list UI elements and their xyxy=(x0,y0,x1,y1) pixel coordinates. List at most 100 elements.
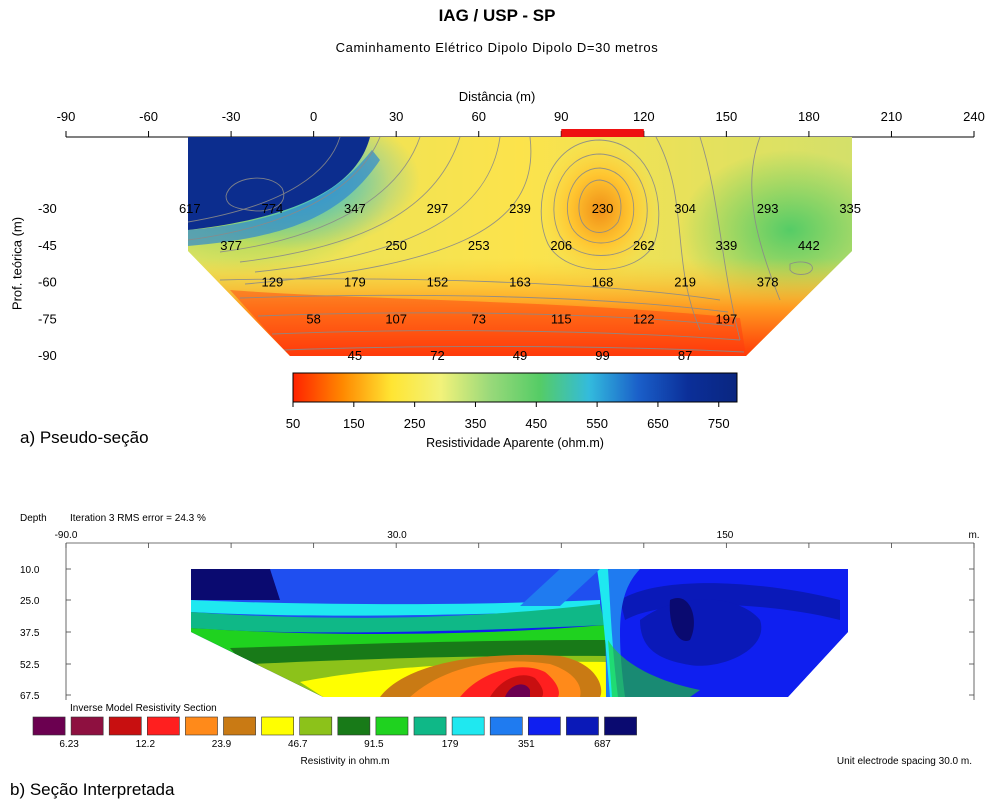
x-tick-label: 180 xyxy=(798,109,820,124)
legend-swatch xyxy=(185,716,218,736)
y-tick-label: -45 xyxy=(38,238,57,253)
data-value-label: 206 xyxy=(550,238,572,253)
inverse-legend-title: Inverse Model Resistivity Section xyxy=(70,703,217,714)
data-value-label: 163 xyxy=(509,275,531,290)
y-axis-ticks: -30 -45 -60 -75 -90 xyxy=(38,201,57,363)
data-value-label: 304 xyxy=(674,201,696,216)
data-value-label: 347 xyxy=(344,201,366,216)
legend-swatch xyxy=(604,716,637,736)
legend-value-label: 23.9 xyxy=(212,739,232,750)
colorbar-title: Resistividade Aparente (ohm.m) xyxy=(426,436,604,450)
inverse-colorfield xyxy=(191,569,848,697)
inverse-x-ticks: -90.0 30.0 150 m. xyxy=(55,530,980,548)
y-tick-label: -90 xyxy=(38,348,57,363)
data-value-label: 253 xyxy=(468,238,490,253)
legend-value-label: 6.23 xyxy=(59,739,79,750)
unit-electrode-spacing: Unit electrode spacing 30.0 m. xyxy=(836,756,972,767)
colorbar-tick-label: 650 xyxy=(647,416,669,431)
colorbar-tick-label: 450 xyxy=(525,416,547,431)
inverse-x-tick-label: 150 xyxy=(717,530,734,541)
legend-value-label: 179 xyxy=(442,739,459,750)
chart-subtitle: Caminhamento Elétrico Dipolo Dipolo D=30… xyxy=(335,40,659,55)
inverse-legend-unit: Resistivity in ohm.m xyxy=(300,756,390,767)
data-value-label: 87 xyxy=(678,348,692,363)
data-value-label: 197 xyxy=(716,311,738,326)
data-value-label: 219 xyxy=(674,275,696,290)
legend-swatch xyxy=(147,716,180,736)
data-value-label: 107 xyxy=(385,311,407,326)
data-value-label: 378 xyxy=(757,275,779,290)
legend-swatch xyxy=(70,716,104,736)
colorbar-tick-label: 50 xyxy=(286,416,300,431)
x-tick-label: 90 xyxy=(554,109,568,124)
legend-swatch xyxy=(261,716,295,736)
data-value-label: 99 xyxy=(595,348,609,363)
inverse-legend: 6.23 12.2 23.9 46.7 91.5 179 351 687 xyxy=(32,716,637,750)
inverse-depth-tick-label: 10.0 xyxy=(20,565,40,576)
y-tick-label: -60 xyxy=(38,275,57,290)
data-value-label: 129 xyxy=(262,275,284,290)
data-value-label: 250 xyxy=(385,238,407,253)
x-tick-label: -90 xyxy=(57,109,76,124)
data-value-label: 297 xyxy=(427,201,449,216)
inverse-model-plot: -90.0 30.0 150 m. 10.0 25.0 37.5 52.5 67.5 xyxy=(20,530,980,750)
x-tick-label: 30 xyxy=(389,109,403,124)
inverse-depth-tick-label: 37.5 xyxy=(20,628,40,639)
legend-value-label: 687 xyxy=(594,739,611,750)
inverse-depth-label: Depth xyxy=(20,513,47,524)
data-value-label: 335 xyxy=(839,201,861,216)
y-tick-label: -75 xyxy=(38,311,57,326)
legend-swatch xyxy=(451,716,485,736)
inverse-depth-tick-label: 67.5 xyxy=(20,691,40,702)
x-tick-label: -30 xyxy=(222,109,241,124)
data-value-label: 122 xyxy=(633,311,655,326)
inverse-x-unit: m. xyxy=(968,530,979,541)
data-value-label: 58 xyxy=(306,311,320,326)
x-axis-label: Distância (m) xyxy=(458,89,536,104)
inverse-x-tick-label: 30.0 xyxy=(387,530,407,541)
data-value-label: 115 xyxy=(551,311,572,326)
data-value-label: 774 xyxy=(262,201,284,216)
pseudo-section-plot: -90 -60 -30 0 30 60 90 120 150 180 210 240 -30 -45 -6… xyxy=(38,109,985,431)
legend-value-label: 46.7 xyxy=(288,739,308,750)
colorbar-tick-label: 350 xyxy=(465,416,487,431)
data-value-label: 73 xyxy=(471,311,485,326)
data-value-label: 262 xyxy=(633,238,655,253)
data-value-labels: 617 774 347 297 239 230 304 293 335 377 250 253 206 2… xyxy=(179,201,861,363)
data-value-label: 49 xyxy=(513,348,527,363)
x-tick-label: 150 xyxy=(716,109,738,124)
x-tick-label: 0 xyxy=(310,109,317,124)
legend-value-label: 91.5 xyxy=(364,739,384,750)
pseudo-section-colorfield xyxy=(188,137,852,356)
inverse-depth-ticks: 10.0 25.0 37.5 52.5 67.5 xyxy=(20,565,974,702)
legend-swatch xyxy=(413,716,447,736)
colorbar-tick-label: 150 xyxy=(343,416,365,431)
legend-swatch xyxy=(489,716,523,736)
inverse-iteration-label: Iteration 3 RMS error = 24.3 % xyxy=(70,513,206,524)
legend-swatch xyxy=(32,716,66,736)
legend-value-label: 351 xyxy=(518,739,535,750)
x-tick-label: -60 xyxy=(139,109,158,124)
data-value-label: 152 xyxy=(427,275,449,290)
colorbar-tick-label: 750 xyxy=(708,416,730,431)
legend-swatch xyxy=(375,716,409,736)
inverse-x-tick-label: -90.0 xyxy=(55,530,78,541)
x-tick-label: 240 xyxy=(963,109,985,124)
caption-interpreted-section: b) Seção Interpretada xyxy=(10,780,175,799)
data-value-label: 179 xyxy=(344,275,366,290)
data-value-label: 442 xyxy=(798,238,820,253)
colorbar-tick-label: 250 xyxy=(404,416,426,431)
contour-lines xyxy=(188,137,813,353)
inverse-depth-tick-label: 52.5 xyxy=(20,660,40,671)
x-tick-label: 210 xyxy=(881,109,903,124)
data-value-label: 239 xyxy=(509,201,531,216)
data-value-label: 617 xyxy=(179,201,201,216)
chart-title: IAG / USP - SP xyxy=(438,6,556,25)
y-tick-label: -30 xyxy=(38,201,57,216)
legend-swatch xyxy=(566,716,599,736)
legend-value-label: 12.2 xyxy=(136,739,156,750)
colorbar-tick-label: 550 xyxy=(586,416,608,431)
x-tick-label: 120 xyxy=(633,109,655,124)
legend-swatch xyxy=(527,716,561,736)
